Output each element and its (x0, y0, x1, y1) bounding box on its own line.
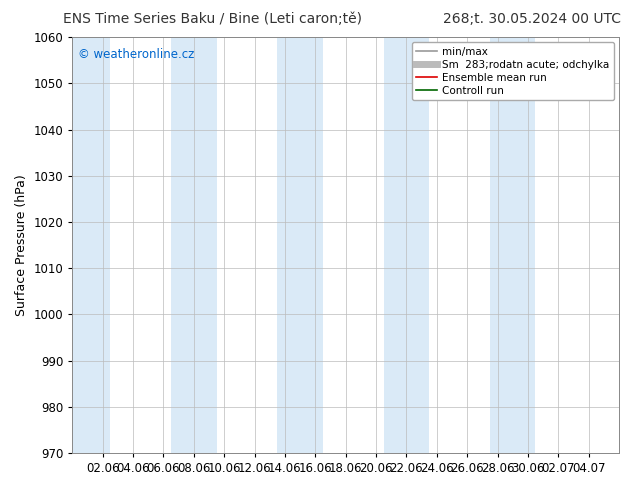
Y-axis label: Surface Pressure (hPa): Surface Pressure (hPa) (15, 174, 28, 316)
Text: 268;t. 30.05.2024 00 UTC: 268;t. 30.05.2024 00 UTC (443, 12, 621, 26)
Bar (65, 37, 110, 453)
Text: ENS Time Series Baku / Bine (Leti caron;tě): ENS Time Series Baku / Bine (Leti caron;… (63, 12, 363, 26)
Bar (384, 37, 429, 453)
Text: © weatheronline.cz: © weatheronline.cz (78, 48, 194, 61)
Bar (171, 37, 217, 453)
Bar (277, 37, 323, 453)
Legend: min/max, Sm  283;rodatn acute; odchylka, Ensemble mean run, Controll run: min/max, Sm 283;rodatn acute; odchylka, … (412, 42, 614, 100)
Bar (490, 37, 536, 453)
